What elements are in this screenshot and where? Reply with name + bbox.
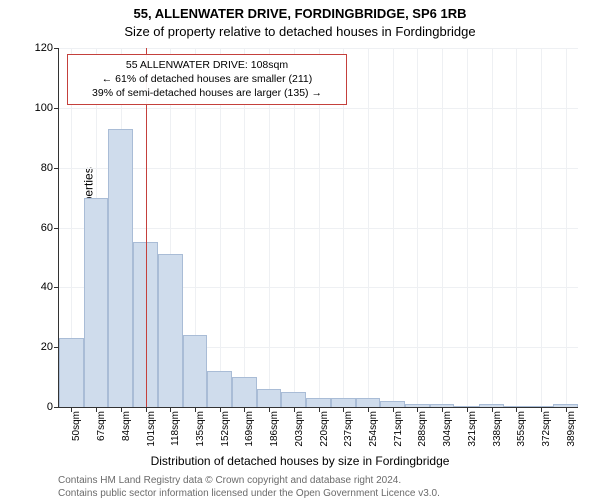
- annotation-line3: 39% of semi-detached houses are larger (…: [74, 86, 340, 100]
- annotation-line1: 55 ALLENWATER DRIVE: 108sqm: [74, 58, 340, 72]
- annotation-line2: ← 61% of detached houses are smaller (21…: [74, 72, 340, 86]
- ytick-mark: [54, 108, 59, 109]
- plot-area: 02040608010012050sqm67sqm84sqm101sqm118s…: [58, 48, 578, 408]
- xtick-label: 372sqm: [541, 411, 552, 447]
- grid-line-v: [492, 48, 493, 407]
- ytick-mark: [54, 228, 59, 229]
- footer-line1: Contains HM Land Registry data © Crown c…: [58, 475, 401, 486]
- histogram-bar: [84, 198, 109, 407]
- xtick-label: 237sqm: [343, 411, 354, 447]
- grid-line-v: [467, 48, 468, 407]
- ytick-mark: [54, 407, 59, 408]
- chart-title-line2: Size of property relative to detached ho…: [0, 24, 600, 39]
- xtick-label: 338sqm: [492, 411, 503, 447]
- grid-line-v: [566, 48, 567, 407]
- ytick-label: 100: [35, 102, 53, 114]
- histogram-bar: [281, 392, 306, 407]
- ytick-label: 20: [41, 341, 53, 353]
- grid-line-v: [541, 48, 542, 407]
- xtick-label: 50sqm: [71, 411, 82, 441]
- histogram-bar: [158, 254, 183, 407]
- xtick-label: 152sqm: [220, 411, 231, 447]
- histogram-bar: [356, 398, 381, 407]
- histogram-bar: [306, 398, 331, 407]
- xtick-label: 169sqm: [244, 411, 255, 447]
- xtick-label: 389sqm: [566, 411, 577, 447]
- histogram-bar: [331, 398, 356, 407]
- ytick-label: 60: [41, 222, 53, 234]
- xtick-label: 271sqm: [393, 411, 404, 447]
- xtick-label: 186sqm: [269, 411, 280, 447]
- histogram-bar: [232, 377, 257, 407]
- xtick-label: 101sqm: [146, 411, 157, 447]
- grid-line-v: [417, 48, 418, 407]
- ytick-label: 40: [41, 281, 53, 293]
- xtick-label: 355sqm: [516, 411, 527, 447]
- ytick-mark: [54, 168, 59, 169]
- grid-line-v: [393, 48, 394, 407]
- ytick-mark: [54, 48, 59, 49]
- histogram-bar: [207, 371, 232, 407]
- xtick-label: 67sqm: [96, 411, 107, 441]
- histogram-bar: [59, 338, 84, 407]
- xtick-label: 288sqm: [417, 411, 428, 447]
- xtick-label: 84sqm: [121, 411, 132, 441]
- xtick-label: 135sqm: [195, 411, 206, 447]
- grid-line-v: [516, 48, 517, 407]
- xtick-label: 220sqm: [319, 411, 330, 447]
- xtick-label: 304sqm: [442, 411, 453, 447]
- footer-line2: Contains public sector information licen…: [58, 488, 440, 499]
- xtick-label: 254sqm: [368, 411, 379, 447]
- histogram-bar: [257, 389, 282, 407]
- ytick-label: 80: [41, 162, 53, 174]
- histogram-bar: [108, 129, 133, 407]
- xtick-label: 118sqm: [170, 411, 181, 446]
- grid-line-v: [368, 48, 369, 407]
- x-axis-label: Distribution of detached houses by size …: [0, 454, 600, 468]
- annotation-box: 55 ALLENWATER DRIVE: 108sqm ← 61% of det…: [67, 54, 347, 105]
- chart-title-line1: 55, ALLENWATER DRIVE, FORDINGBRIDGE, SP6…: [0, 6, 600, 21]
- grid-line-v: [442, 48, 443, 407]
- histogram-bar: [183, 335, 208, 407]
- ytick-mark: [54, 287, 59, 288]
- chart-container: 55, ALLENWATER DRIVE, FORDINGBRIDGE, SP6…: [0, 0, 600, 500]
- ytick-label: 0: [47, 401, 53, 413]
- xtick-label: 321sqm: [467, 411, 478, 447]
- ytick-label: 120: [35, 42, 53, 54]
- xtick-label: 203sqm: [294, 411, 305, 447]
